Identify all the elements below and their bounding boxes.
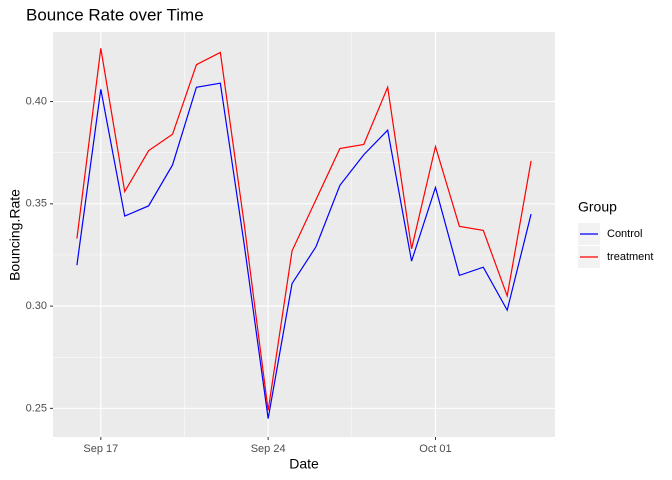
legend-label: treatment: [607, 251, 653, 263]
y-tick-label: 0.40: [26, 95, 47, 107]
x-tick-label: Oct 01: [419, 443, 451, 455]
series-line: [76, 82, 532, 419]
y-axis-title: Bouncing.Rate: [7, 189, 23, 281]
chart-title: Bounce Rate over Time: [26, 5, 204, 24]
legend-label: Control: [607, 228, 642, 240]
series-line: [76, 48, 532, 411]
y-tick-label: 0.30: [26, 300, 47, 312]
legend-title: Group: [578, 199, 617, 215]
x-tick-label: Sep 24: [251, 443, 286, 455]
y-tick-label: 0.35: [26, 198, 47, 210]
x-tick-label: Sep 17: [83, 443, 118, 455]
panel: [53, 32, 555, 437]
x-axis-title: Date: [289, 456, 319, 472]
y-tick-label: 0.25: [26, 402, 47, 414]
